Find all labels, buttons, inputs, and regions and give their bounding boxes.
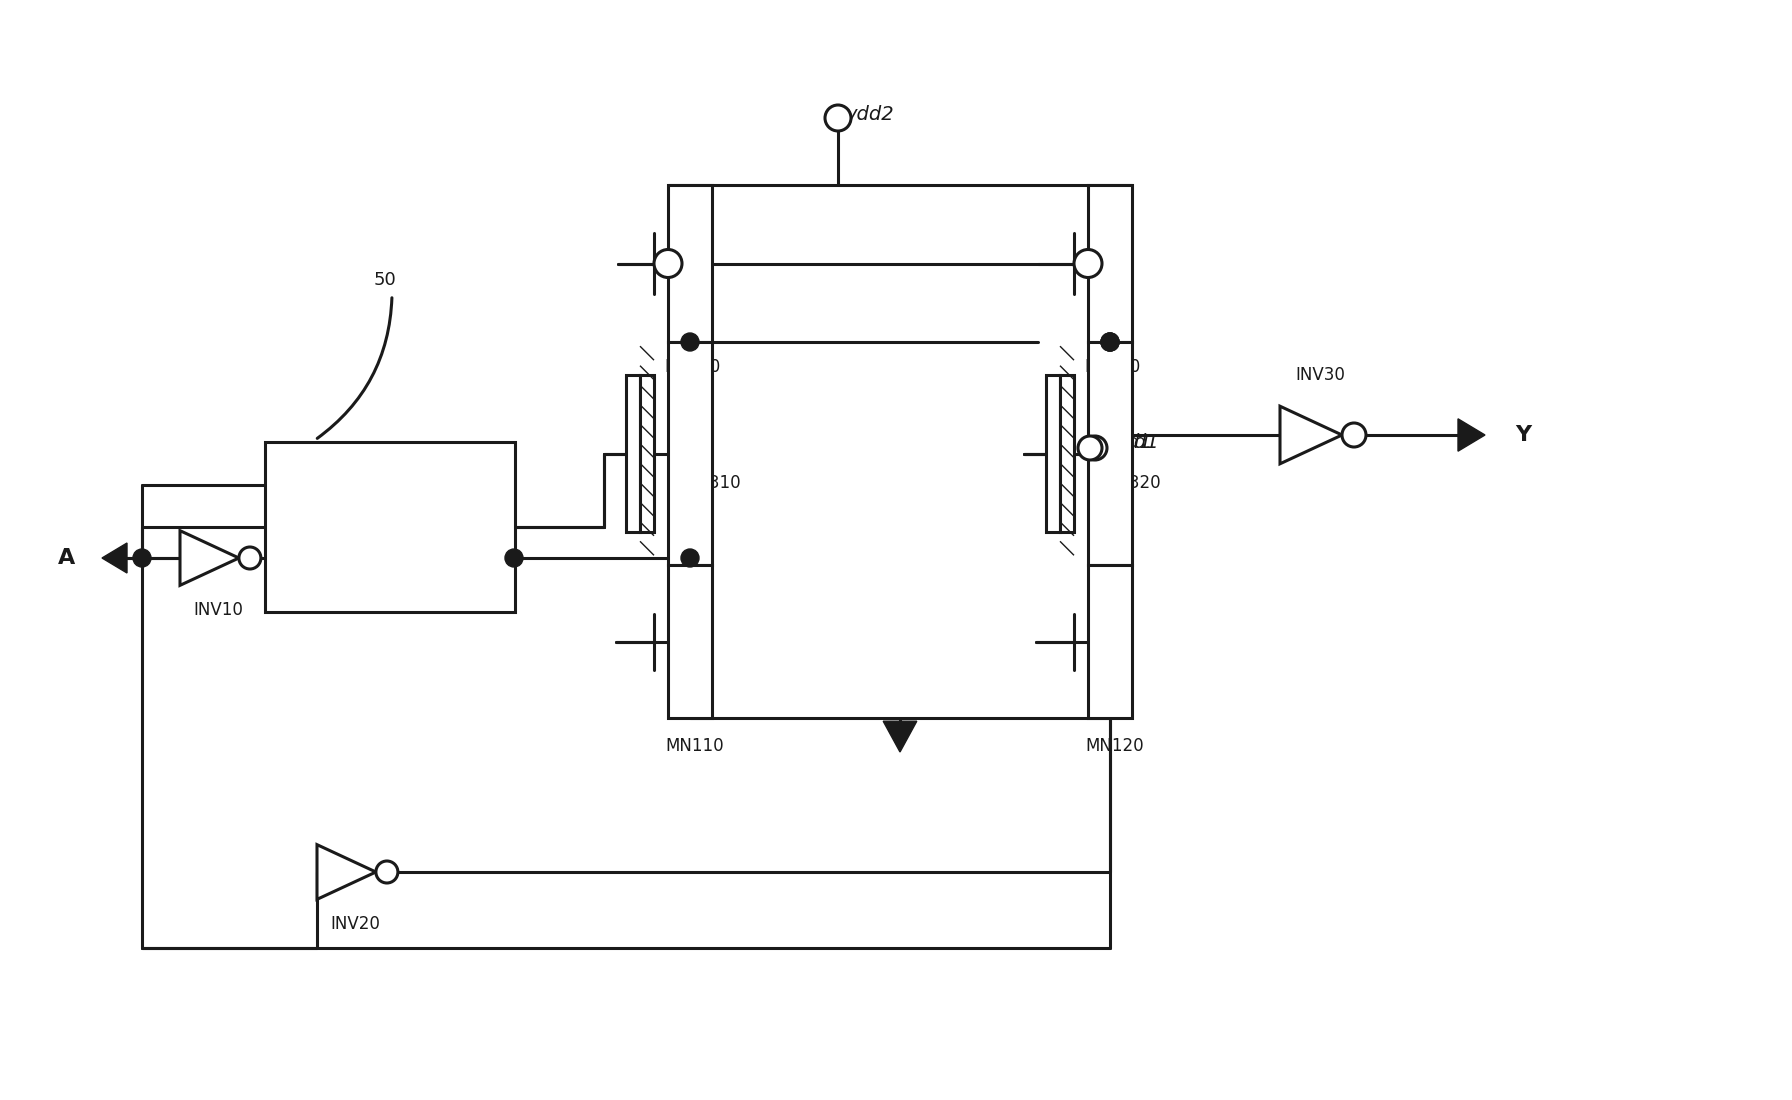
Circle shape: [824, 104, 851, 131]
Polygon shape: [317, 845, 376, 900]
Text: vdd2: vdd2: [846, 104, 894, 123]
Bar: [668, 565, 711, 718]
Text: CONTROL: CONTROL: [349, 519, 430, 535]
Circle shape: [1100, 333, 1118, 351]
Circle shape: [654, 250, 683, 277]
Circle shape: [1342, 424, 1366, 447]
Text: SWITCHING: SWITCHING: [340, 491, 439, 506]
Bar: [265, 442, 514, 612]
Text: INV10: INV10: [194, 601, 244, 619]
Polygon shape: [1279, 406, 1342, 464]
Circle shape: [1100, 333, 1118, 351]
Bar: [1088, 342, 1133, 565]
Circle shape: [681, 549, 699, 566]
Text: MN120: MN120: [1086, 737, 1145, 755]
Text: MP120: MP120: [1084, 358, 1140, 376]
Bar: [668, 342, 711, 565]
Circle shape: [133, 549, 151, 566]
Text: Y: Y: [1514, 425, 1530, 446]
Bar: [1061, 375, 1073, 531]
Text: INV30: INV30: [1296, 366, 1346, 384]
Polygon shape: [1459, 419, 1486, 451]
Circle shape: [238, 547, 262, 569]
Polygon shape: [883, 722, 918, 752]
Text: MN320: MN320: [1102, 474, 1161, 493]
Bar: [668, 185, 711, 342]
Text: CIRCUIT: CIRCUIT: [357, 549, 425, 563]
Circle shape: [505, 549, 523, 566]
Bar: [1047, 375, 1061, 531]
Circle shape: [681, 333, 699, 351]
Text: MP110: MP110: [663, 358, 720, 376]
Bar: [625, 375, 640, 531]
Polygon shape: [179, 530, 238, 585]
Circle shape: [1100, 333, 1118, 351]
Text: MN310: MN310: [683, 474, 742, 493]
Circle shape: [1073, 250, 1102, 277]
Bar: [1088, 565, 1133, 718]
Circle shape: [376, 861, 398, 883]
Polygon shape: [102, 543, 127, 573]
Text: 50: 50: [373, 271, 396, 289]
Bar: [640, 375, 654, 531]
Circle shape: [1079, 436, 1102, 460]
Text: vdd1: vdd1: [1104, 432, 1152, 451]
Bar: [1088, 185, 1133, 342]
Text: INV20: INV20: [330, 915, 380, 933]
Text: vdd1: vdd1: [1111, 432, 1159, 451]
Circle shape: [1082, 436, 1107, 460]
Text: MN110: MN110: [665, 737, 724, 755]
Text: A: A: [59, 548, 75, 568]
